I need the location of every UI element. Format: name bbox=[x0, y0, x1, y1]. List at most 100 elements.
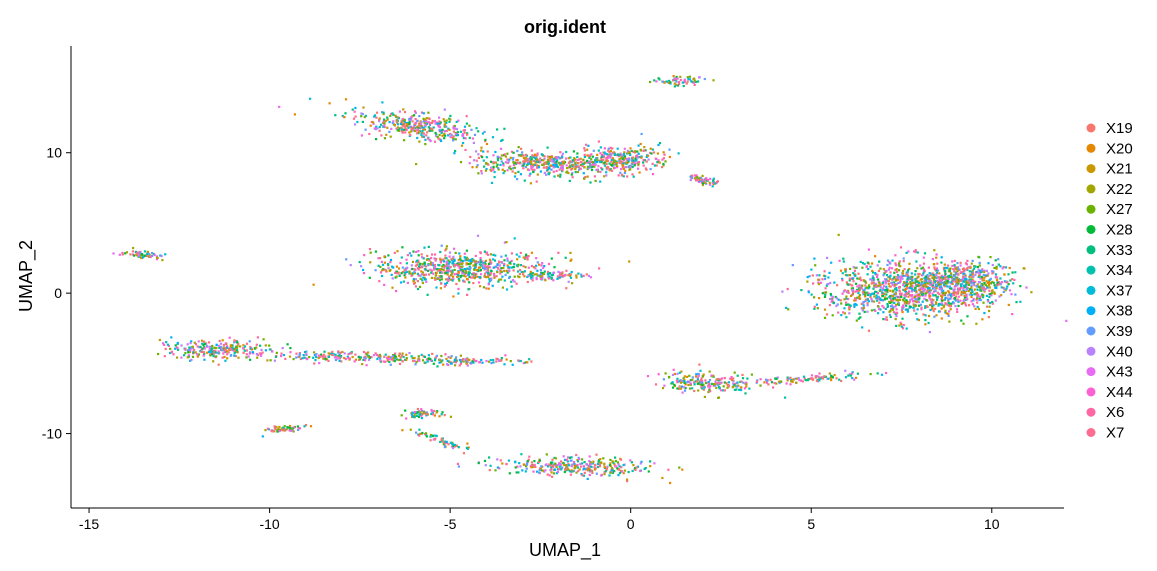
scatter-point bbox=[955, 292, 958, 295]
scatter-point bbox=[682, 81, 685, 84]
scatter-point bbox=[416, 410, 419, 414]
scatter-point bbox=[963, 279, 966, 282]
scatter-point bbox=[495, 165, 498, 168]
scatter-point bbox=[256, 356, 259, 359]
scatter-point bbox=[541, 276, 544, 279]
scatter-point bbox=[418, 122, 421, 125]
scatter-point bbox=[610, 164, 614, 167]
scatter-point bbox=[818, 372, 821, 375]
scatter-point bbox=[532, 163, 535, 166]
scatter-point bbox=[867, 248, 870, 251]
scatter-point bbox=[539, 273, 542, 276]
scatter-point bbox=[484, 140, 487, 143]
scatter-point bbox=[421, 131, 424, 134]
scatter-point bbox=[336, 357, 339, 360]
scatter-point bbox=[468, 268, 471, 271]
scatter-point bbox=[980, 269, 983, 272]
scatter-point bbox=[596, 159, 599, 162]
scatter-point bbox=[575, 471, 578, 474]
scatter-point bbox=[709, 385, 712, 388]
scatter-point bbox=[151, 251, 154, 255]
scatter-point bbox=[219, 342, 223, 345]
scatter-point bbox=[481, 132, 484, 135]
scatter-point bbox=[929, 303, 932, 307]
scatter-point bbox=[408, 272, 411, 275]
scatter-point bbox=[939, 280, 942, 283]
scatter-point bbox=[662, 157, 665, 160]
scatter-point bbox=[360, 134, 363, 137]
scatter-point bbox=[932, 299, 935, 302]
scatter-point bbox=[249, 347, 252, 350]
scatter-point bbox=[951, 293, 954, 296]
scatter-point bbox=[338, 355, 341, 358]
scatter-point bbox=[872, 281, 875, 284]
scatter-point bbox=[691, 376, 694, 379]
scatter-point bbox=[462, 452, 466, 455]
scatter-point bbox=[592, 163, 595, 166]
scatter-point bbox=[484, 138, 487, 141]
scatter-point bbox=[837, 311, 840, 314]
scatter-point bbox=[589, 181, 592, 184]
scatter-point bbox=[502, 172, 505, 175]
scatter-point bbox=[915, 290, 918, 293]
scatter-point bbox=[629, 168, 632, 171]
scatter-point bbox=[517, 359, 520, 362]
scatter-point bbox=[957, 290, 960, 293]
scatter-point bbox=[637, 144, 640, 147]
scatter-point bbox=[475, 262, 478, 265]
scatter-point bbox=[242, 351, 245, 354]
scatter-point bbox=[453, 268, 456, 271]
scatter-point bbox=[383, 255, 386, 258]
scatter-point bbox=[392, 120, 395, 123]
scatter-point bbox=[391, 286, 394, 289]
scatter-point bbox=[443, 123, 447, 126]
scatter-point bbox=[654, 383, 658, 386]
scatter-point bbox=[492, 167, 495, 170]
scatter-point bbox=[459, 130, 463, 133]
scatter-point bbox=[212, 355, 215, 358]
scatter-point bbox=[413, 413, 416, 416]
scatter-point bbox=[699, 369, 702, 372]
scatter-point bbox=[836, 284, 839, 287]
scatter-point bbox=[421, 409, 424, 413]
scatter-point bbox=[242, 347, 245, 350]
scatter-point bbox=[496, 155, 499, 158]
scatter-point bbox=[468, 259, 471, 262]
scatter-point bbox=[935, 302, 938, 305]
scatter-point bbox=[918, 281, 921, 284]
scatter-point bbox=[628, 152, 631, 155]
scatter-point bbox=[552, 271, 555, 274]
scatter-point bbox=[388, 130, 391, 133]
scatter-point bbox=[539, 157, 542, 160]
scatter-point bbox=[894, 288, 897, 291]
scatter-point bbox=[896, 274, 900, 277]
scatter-point bbox=[953, 264, 956, 267]
scatter-point bbox=[463, 131, 466, 134]
scatter-point bbox=[460, 359, 463, 362]
scatter-point bbox=[974, 280, 977, 283]
scatter-point bbox=[916, 308, 919, 311]
scatter-point bbox=[973, 305, 976, 308]
scatter-point bbox=[256, 336, 259, 339]
scatter-point bbox=[619, 458, 623, 461]
scatter-point bbox=[940, 256, 943, 259]
scatter-points bbox=[112, 75, 1068, 485]
scatter-point bbox=[853, 305, 856, 308]
scatter-point bbox=[971, 290, 974, 293]
scatter-point bbox=[597, 159, 600, 162]
scatter-point bbox=[339, 351, 342, 354]
scatter-point bbox=[976, 265, 979, 269]
scatter-point bbox=[710, 382, 713, 385]
scatter-point bbox=[522, 463, 525, 466]
scatter-point bbox=[337, 350, 340, 353]
scatter-point bbox=[553, 266, 556, 269]
scatter-point bbox=[593, 175, 596, 178]
scatter-point bbox=[748, 387, 751, 390]
scatter-point bbox=[540, 271, 543, 274]
scatter-point bbox=[500, 278, 503, 281]
scatter-point bbox=[608, 167, 611, 170]
scatter-point bbox=[637, 164, 640, 167]
scatter-point bbox=[905, 274, 908, 278]
scatter-point bbox=[498, 260, 501, 263]
scatter-point bbox=[583, 162, 586, 165]
